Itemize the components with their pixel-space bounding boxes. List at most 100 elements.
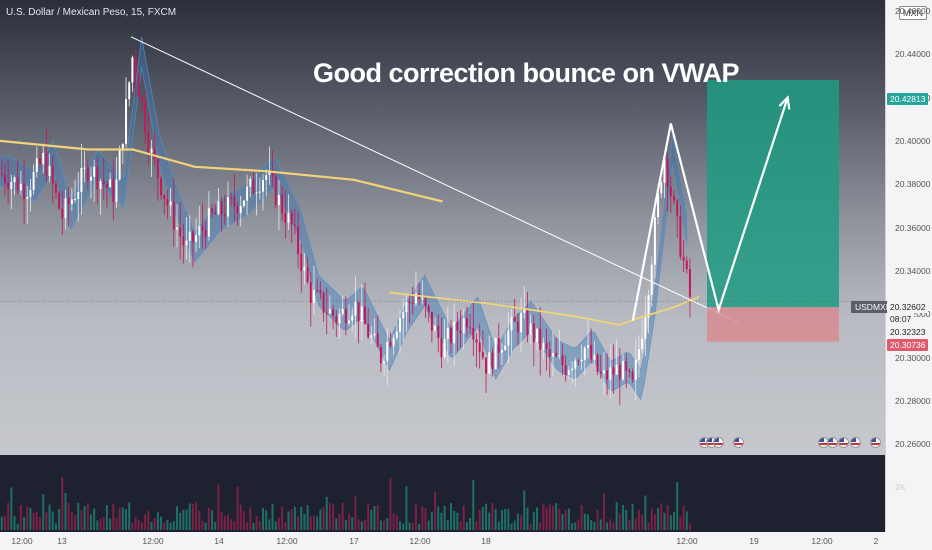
volume-bar bbox=[236, 486, 239, 530]
volume-bar bbox=[99, 518, 102, 530]
us-flag-icon[interactable] bbox=[713, 437, 724, 448]
volume-bar bbox=[338, 513, 341, 530]
candle-body bbox=[456, 321, 459, 331]
candle-body bbox=[644, 317, 647, 339]
volume-bar bbox=[405, 486, 408, 530]
volume-bar bbox=[335, 518, 338, 530]
candle-body bbox=[373, 333, 376, 336]
volume-bar bbox=[217, 484, 220, 530]
us-flag-icon[interactable] bbox=[838, 437, 849, 448]
candle-body bbox=[67, 198, 70, 205]
candle-body bbox=[201, 226, 204, 231]
volume-bar bbox=[223, 516, 226, 530]
candle-body bbox=[682, 256, 685, 261]
volume-bar bbox=[653, 514, 656, 530]
candle-body bbox=[637, 349, 640, 360]
candle-body bbox=[602, 370, 605, 374]
volume-bar bbox=[424, 508, 427, 530]
candle-body bbox=[61, 208, 64, 219]
candle-body bbox=[277, 194, 280, 206]
candle-body bbox=[430, 311, 433, 331]
candle-body bbox=[316, 290, 319, 292]
candle-body bbox=[357, 301, 360, 322]
volume-bar bbox=[542, 503, 545, 530]
price-tick-label: 20.40000 bbox=[895, 135, 931, 146]
candle-body bbox=[583, 347, 586, 360]
volume-bar bbox=[176, 506, 178, 530]
us-flag-icon[interactable] bbox=[850, 437, 861, 448]
us-flag-icon[interactable] bbox=[870, 437, 881, 448]
candle-body bbox=[440, 338, 443, 358]
volume-bar bbox=[564, 509, 567, 530]
candle-body bbox=[156, 159, 159, 179]
volume-bar bbox=[679, 516, 682, 530]
volume-bar bbox=[182, 509, 185, 530]
candle-body bbox=[204, 230, 207, 237]
volume-bar bbox=[408, 522, 411, 530]
volume-bar bbox=[70, 512, 73, 530]
price-tick-label: 20.36000 bbox=[895, 222, 931, 233]
volume-bar bbox=[370, 509, 373, 530]
volume-bar bbox=[583, 513, 586, 530]
candle-body bbox=[128, 82, 131, 100]
candle-body bbox=[574, 360, 577, 369]
volume-bar bbox=[586, 514, 589, 530]
candle-body bbox=[246, 186, 249, 201]
volume-bar bbox=[128, 502, 131, 530]
volume-bar bbox=[418, 523, 421, 530]
candle-body bbox=[207, 208, 210, 237]
candle-body bbox=[144, 101, 147, 133]
volume-bar bbox=[144, 514, 147, 530]
volume-bar bbox=[166, 520, 169, 530]
candle-body bbox=[360, 306, 363, 322]
volume-bar bbox=[160, 516, 163, 530]
volume-bar bbox=[536, 507, 539, 530]
candle-body bbox=[504, 345, 507, 350]
candle-body bbox=[242, 200, 245, 207]
candle-body bbox=[494, 338, 497, 369]
volume-bar bbox=[357, 519, 360, 530]
chart-canvas[interactable] bbox=[0, 0, 885, 532]
target-price-tag: 20.42813 bbox=[887, 93, 929, 105]
volume-bar bbox=[622, 504, 625, 530]
candle-body bbox=[252, 179, 255, 194]
candle-body bbox=[86, 167, 89, 181]
candle-body bbox=[319, 290, 322, 293]
volume-bar bbox=[430, 512, 433, 530]
candle-body bbox=[561, 355, 564, 366]
volume-bar bbox=[500, 510, 503, 530]
us-flag-icon[interactable] bbox=[827, 437, 838, 448]
volume-bar bbox=[488, 512, 491, 530]
volume-bar bbox=[220, 511, 223, 530]
long-stop-zone bbox=[707, 307, 839, 342]
candle-body bbox=[70, 199, 73, 205]
volume-bar bbox=[414, 504, 417, 530]
us-flag-icon[interactable] bbox=[733, 437, 744, 448]
price-tick-label: 20.46000 bbox=[895, 5, 931, 16]
candle-body bbox=[195, 235, 198, 243]
candle-body bbox=[115, 179, 118, 203]
currency-badge[interactable]: MXN bbox=[899, 6, 927, 20]
volume-bar bbox=[437, 506, 440, 530]
time-axis[interactable] bbox=[0, 532, 885, 550]
volume-bar bbox=[590, 520, 593, 530]
volume-bar bbox=[134, 517, 137, 530]
candle-body bbox=[211, 208, 214, 213]
candle-body bbox=[236, 206, 239, 214]
candle-body bbox=[328, 309, 331, 314]
candle-body bbox=[265, 174, 268, 180]
candle-body bbox=[306, 266, 309, 282]
volume-bar bbox=[153, 518, 156, 530]
candle-body bbox=[399, 318, 402, 332]
volume-bar bbox=[421, 506, 424, 530]
symbol-title[interactable]: U.S. Dollar / Mexican Peso, 15, FXCM bbox=[6, 7, 177, 18]
candle-body bbox=[13, 177, 16, 183]
candle-body bbox=[660, 182, 663, 194]
volume-bar bbox=[319, 509, 322, 530]
volume-bar bbox=[207, 507, 210, 530]
vwap-line-session bbox=[389, 291, 700, 326]
volume-bar bbox=[682, 505, 685, 530]
volume-bar bbox=[325, 496, 328, 530]
candle-body bbox=[657, 193, 660, 218]
price-axis[interactable] bbox=[885, 0, 932, 532]
